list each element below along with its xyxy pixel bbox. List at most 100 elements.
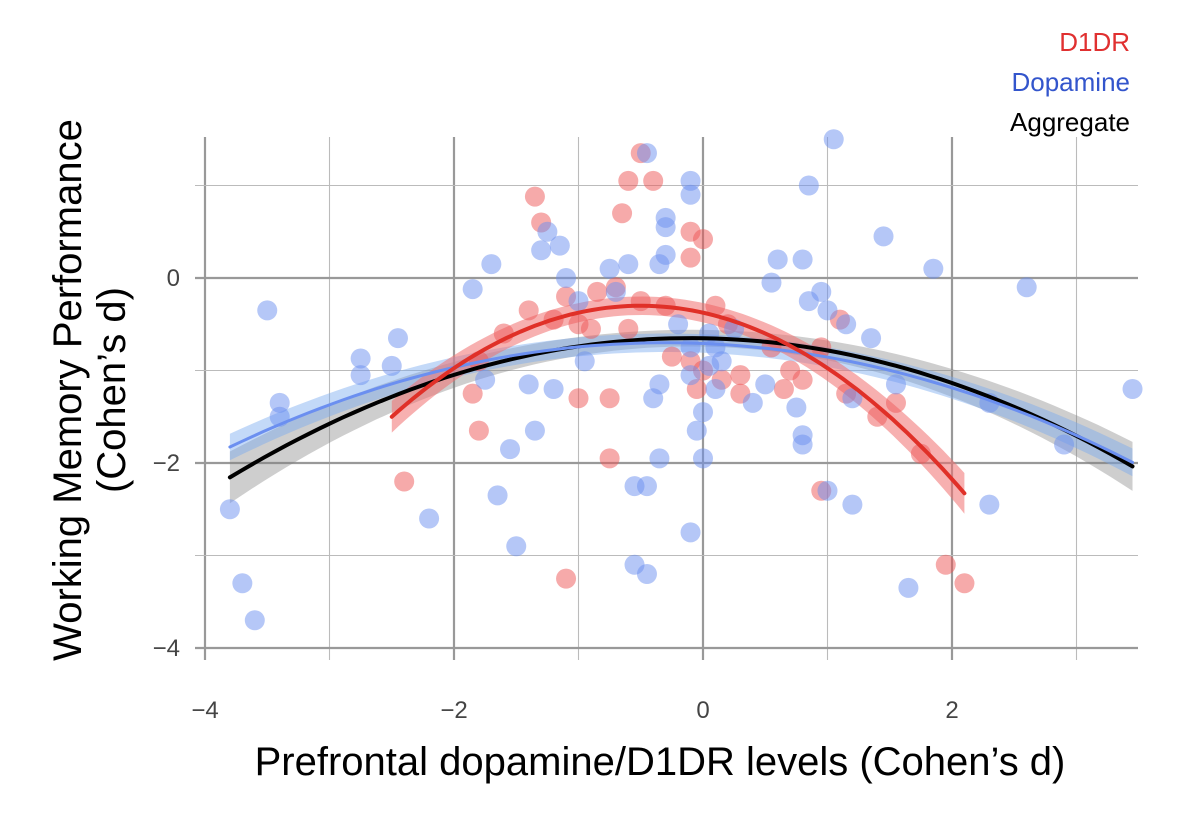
y-axis-label: Working Memory Performance (Cohen’s d) bbox=[46, 40, 134, 740]
y-axis-label-line-1: Working Memory Performance bbox=[46, 119, 90, 661]
point-d1dr bbox=[935, 554, 956, 575]
point-dopamine bbox=[761, 272, 782, 293]
x-axis-label: Prefrontal dopamine/D1DR levels (Cohen’s… bbox=[254, 740, 1066, 784]
point-dopamine bbox=[568, 291, 589, 312]
point-dopamine bbox=[475, 369, 496, 390]
point-dopamine bbox=[636, 476, 657, 497]
point-dopamine bbox=[817, 480, 838, 501]
point-dopamine bbox=[599, 258, 620, 279]
point-dopamine bbox=[923, 258, 944, 279]
point-dopamine bbox=[506, 536, 527, 557]
y-tick-label: 0 bbox=[167, 265, 180, 292]
x-tick-label: 2 bbox=[945, 697, 958, 724]
point-dopamine bbox=[979, 494, 1000, 515]
point-dopamine bbox=[574, 351, 595, 372]
fit-lines bbox=[227, 303, 1135, 496]
point-dopamine bbox=[680, 522, 701, 543]
point-dopamine bbox=[693, 448, 713, 469]
point-dopamine bbox=[1122, 379, 1143, 399]
y-tick-label: −4 bbox=[153, 635, 180, 662]
point-dopamine bbox=[655, 217, 676, 238]
point-d1dr bbox=[568, 388, 589, 409]
point-dopamine bbox=[792, 434, 813, 455]
point-d1dr bbox=[661, 346, 682, 367]
point-dopamine bbox=[636, 143, 657, 164]
point-dopamine bbox=[257, 300, 278, 321]
point-dopamine bbox=[387, 328, 408, 349]
point-dopamine bbox=[350, 365, 371, 386]
point-d1dr bbox=[518, 300, 539, 321]
point-d1dr bbox=[599, 388, 620, 409]
point-dopamine bbox=[817, 300, 838, 321]
legend-item-d1dr: D1DR bbox=[1059, 27, 1130, 57]
point-dopamine bbox=[605, 281, 626, 302]
point-dopamine bbox=[668, 314, 689, 335]
point-dopamine bbox=[655, 244, 676, 265]
point-dopamine bbox=[842, 494, 863, 515]
point-d1dr bbox=[630, 291, 651, 312]
point-d1dr bbox=[580, 318, 601, 339]
fit-line-aggregate bbox=[227, 336, 1135, 480]
point-dopamine bbox=[518, 374, 539, 395]
fit-line-d1dr bbox=[389, 303, 967, 496]
point-dopamine bbox=[755, 374, 776, 395]
point-dopamine bbox=[861, 328, 882, 349]
point-dopamine bbox=[269, 392, 290, 413]
point-dopamine bbox=[481, 254, 502, 275]
x-tick-label: −2 bbox=[440, 697, 467, 724]
point-dopamine bbox=[680, 170, 701, 191]
fit-line-dopamine bbox=[228, 341, 1134, 464]
grid-lines bbox=[195, 137, 1138, 660]
point-dopamine bbox=[1054, 434, 1075, 455]
point-dopamine bbox=[873, 226, 894, 247]
point-dopamine bbox=[531, 240, 552, 261]
point-dopamine bbox=[618, 254, 639, 275]
point-dopamine bbox=[842, 388, 863, 409]
point-dopamine bbox=[350, 348, 371, 369]
point-d1dr bbox=[394, 471, 415, 492]
point-dopamine bbox=[537, 221, 558, 242]
point-d1dr bbox=[618, 318, 639, 339]
y-axis-label-line-2: (Cohen’s d) bbox=[90, 286, 134, 494]
point-d1dr bbox=[612, 203, 633, 224]
legend: D1DR Dopamine Aggregate bbox=[1010, 22, 1130, 142]
point-dopamine bbox=[898, 577, 919, 598]
point-d1dr bbox=[773, 379, 794, 399]
legend-item-aggregate: Aggregate bbox=[1010, 107, 1130, 137]
legend-item-dopamine: Dopamine bbox=[1011, 67, 1130, 97]
point-dopamine bbox=[823, 129, 844, 150]
point-d1dr bbox=[705, 295, 726, 316]
point-dopamine bbox=[680, 365, 701, 386]
point-d1dr bbox=[524, 186, 545, 207]
point-dopamine bbox=[624, 554, 645, 575]
point-dopamine bbox=[680, 337, 701, 358]
point-dopamine bbox=[680, 184, 701, 205]
point-dopamine bbox=[836, 314, 857, 335]
point-dopamine bbox=[500, 439, 521, 460]
point-d1dr bbox=[693, 229, 713, 250]
point-dopamine bbox=[786, 397, 807, 418]
point-dopamine bbox=[686, 420, 707, 441]
point-d1dr bbox=[730, 365, 751, 386]
point-dopamine bbox=[699, 355, 720, 376]
point-dopamine bbox=[524, 420, 545, 441]
point-dopamine bbox=[693, 402, 713, 423]
point-d1dr bbox=[643, 170, 664, 191]
data-points bbox=[219, 129, 1143, 631]
point-dopamine bbox=[767, 249, 788, 270]
point-dopamine bbox=[244, 610, 265, 631]
point-d1dr bbox=[885, 392, 906, 413]
point-dopamine bbox=[798, 175, 819, 196]
y-tick-label: −2 bbox=[153, 450, 180, 477]
tick-labels: −4 −2 0 2 0 −2 −4 bbox=[153, 265, 959, 724]
point-d1dr bbox=[792, 369, 813, 390]
point-d1dr bbox=[556, 568, 577, 589]
x-tick-label: −4 bbox=[191, 697, 218, 724]
point-d1dr bbox=[599, 448, 620, 469]
point-dopamine bbox=[219, 499, 240, 520]
point-dopamine bbox=[649, 448, 670, 469]
point-dopamine bbox=[1016, 277, 1037, 298]
point-dopamine bbox=[462, 279, 483, 300]
point-dopamine bbox=[792, 249, 813, 270]
